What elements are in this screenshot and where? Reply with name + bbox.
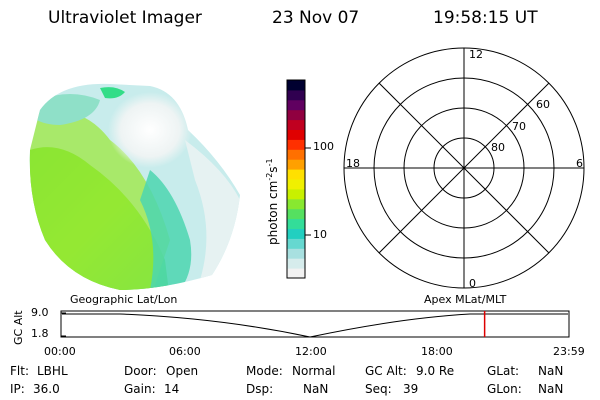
seq-value: 39 (403, 382, 419, 396)
glon-label: GLon: (487, 382, 522, 396)
colorbar-tick-label-100: 100 (313, 140, 334, 153)
colorbar-block (287, 179, 305, 190)
flt-value: LBHL (37, 364, 68, 378)
colorbar-tick-label-10: 10 (313, 228, 327, 241)
glon-value: NaN (538, 382, 564, 396)
mlt-label-6: 6 (576, 157, 583, 170)
timeline-xtick-0000: 00:00 (44, 345, 76, 358)
colorbar-block (287, 89, 305, 101)
colorbar-block (287, 119, 305, 130)
colorbar-block (287, 169, 305, 180)
door-value: Open (166, 364, 199, 378)
timeline-xtick-1200: 12:00 (295, 345, 327, 358)
colorbar-block (287, 258, 305, 269)
mlat-label-60: 60 (536, 98, 550, 111)
door-label: Door: (124, 364, 157, 378)
timeline-ytick-high: 9.0 (31, 306, 49, 319)
colorbar-block (287, 198, 305, 210)
mlat-label-70: 70 (512, 120, 526, 133)
gcalt-label: GC Alt: (365, 364, 407, 378)
colorbar-block (287, 238, 305, 249)
gcalt-value: 9.0 Re (416, 364, 455, 378)
image-date: 23 Nov 07 (272, 8, 360, 28)
ip-value: 36.0 (33, 382, 60, 396)
timeline-frame (60, 310, 570, 338)
colorbar-blocks (287, 80, 305, 279)
mlt-label-0: 0 (469, 277, 476, 290)
timeline-xtick-2359: 23:59 (553, 345, 585, 358)
colorbar-block (287, 99, 305, 111)
colorbar-block (287, 139, 305, 150)
colorbar-block (287, 248, 305, 259)
mlt-label-18: 18 (346, 157, 360, 170)
timeline-altitude-curve (62, 313, 568, 338)
gain-label: Gain: (124, 382, 156, 396)
colorbar-block (287, 218, 305, 229)
colorbar-block (287, 228, 305, 239)
mlat-label-80: 80 (491, 141, 505, 154)
instrument-title: Ultraviolet Imager (48, 8, 202, 28)
colorbar-block (287, 159, 305, 170)
glat-label: GLat: (487, 364, 520, 378)
colorbar-block (287, 188, 305, 200)
mlt-label-12: 12 (469, 48, 483, 61)
colorbar-block (287, 80, 305, 91)
glat-value: NaN (538, 364, 564, 378)
polar-diagonal-2 (378, 82, 550, 254)
colorbar-block (287, 208, 305, 220)
gain-value: 14 (164, 382, 180, 396)
dsp-value: NaN (303, 382, 329, 396)
seq-label: Seq: (365, 382, 392, 396)
ip-label: IP: (10, 382, 25, 396)
flt-label: Flt: (10, 364, 29, 378)
colorbar-block (287, 109, 305, 121)
dsp-label: Dsp: (246, 382, 274, 396)
timeline-xtick-1800: 18:00 (421, 345, 453, 358)
image-time: 19:58:15 UT (433, 8, 538, 28)
timeline-left-label: Geographic Lat/Lon (70, 293, 178, 306)
colorbar-block (287, 149, 305, 160)
timeline-right-label: Apex MLat/MLT (424, 293, 507, 306)
timeline-xtick-0600: 06:00 (169, 345, 201, 358)
timeline-ytick-low: 1.8 (31, 327, 49, 340)
mode-value: Normal (292, 364, 336, 378)
colorbar-block (287, 129, 305, 140)
mode-label: Mode: (246, 364, 283, 378)
colorbar-block (287, 268, 305, 279)
